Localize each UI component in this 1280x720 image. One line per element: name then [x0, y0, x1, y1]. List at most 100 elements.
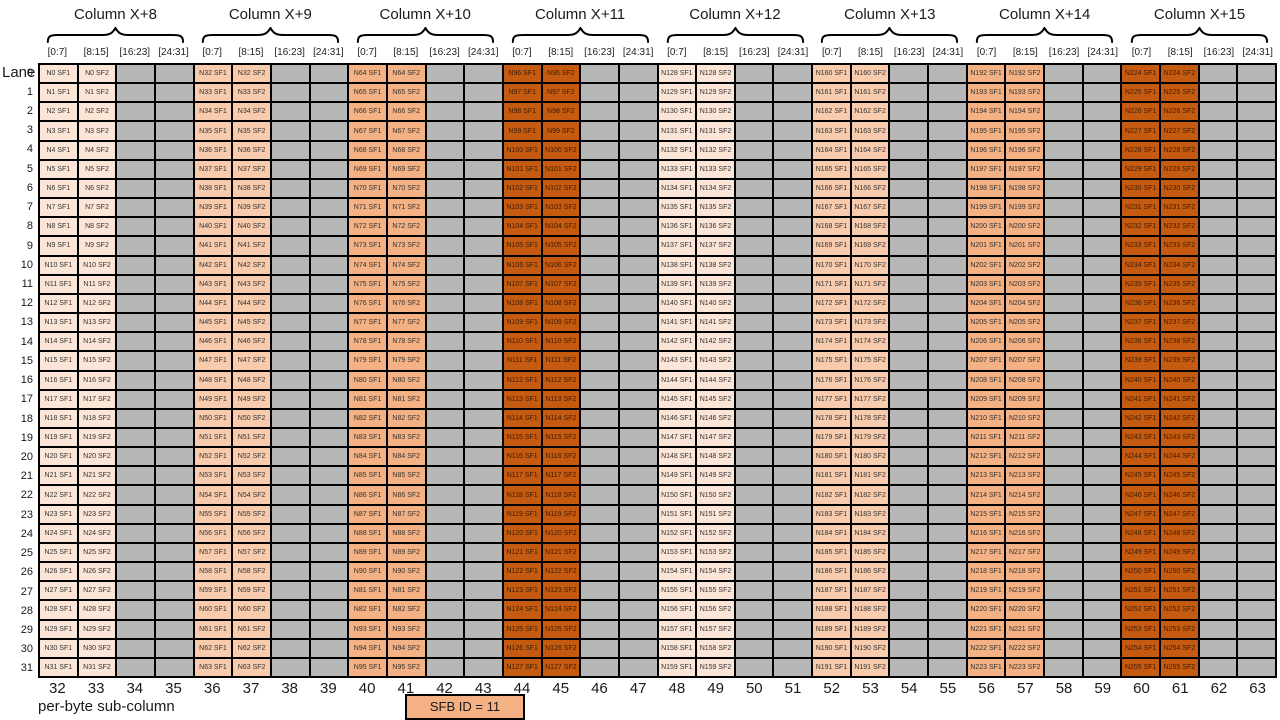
grid-cell: N212 SF2: [1006, 448, 1044, 466]
grid-cell-empty: [271, 160, 309, 178]
grid-cell-empty: [890, 333, 928, 351]
grid-cell-empty: [1238, 237, 1275, 255]
grid-cell: N114 SF1: [503, 409, 541, 427]
grid-cell: N41 SF1: [194, 237, 232, 255]
grid-cell-empty: [465, 122, 502, 140]
column-group: Column X+12 [0:7] [8:15] [16:23] [24:31]: [658, 0, 813, 62]
grid-cell-empty: [426, 179, 464, 198]
grid-cell: N199 SF2: [1006, 199, 1044, 217]
grid-cell: N10 SF1: [40, 256, 77, 274]
grid-cell: N47 SF2: [233, 352, 270, 370]
grid-cell-empty: [1045, 390, 1082, 408]
grid-cell: N51 SF1: [194, 428, 232, 447]
grid-cell-empty: [117, 199, 154, 217]
grid-cell-empty: [465, 524, 502, 542]
grid-cell-empty: [1238, 141, 1275, 159]
grid-cell-empty: [1045, 371, 1082, 389]
grid-cell: N94 SF2: [387, 639, 425, 657]
grid-cell: N78 SF2: [387, 333, 425, 351]
grid-cell-empty: [1238, 179, 1275, 198]
grid-cell: N130 SF1: [658, 103, 696, 121]
grid-cell-empty: [426, 639, 464, 657]
grid-cell-empty: [271, 448, 309, 466]
grid-cell: N95 SF2: [387, 658, 425, 676]
grid-cell: N162 SF1: [813, 103, 850, 121]
grid-cell: N222 SF2: [1006, 639, 1044, 657]
grid-cell-empty: [619, 103, 657, 121]
grid-cell: N50 SF1: [194, 409, 232, 427]
grid-cell: N29 SF2: [78, 620, 116, 638]
grid-cell-empty: [619, 371, 657, 389]
grid-cell-empty: [155, 84, 193, 102]
grid-cell-empty: [465, 371, 502, 389]
grid-cell: N247 SF1: [1122, 505, 1160, 523]
byte-number: 39: [320, 680, 337, 697]
bit-range-label: [24:31]: [1087, 47, 1119, 58]
grid-cell-empty: [1199, 179, 1237, 198]
grid-cell-empty: [774, 294, 812, 313]
grid-cell: N221 SF2: [1006, 620, 1044, 638]
grid-cell-empty: [1045, 237, 1082, 255]
grid-cell-empty: [929, 371, 966, 389]
grid-cell: N236 SF1: [1122, 294, 1160, 313]
grid-cell: N228 SF2: [1161, 141, 1198, 159]
grid-cell: N190 SF1: [813, 639, 850, 657]
grid-cell-empty: [426, 103, 464, 121]
grid-cell-empty: [1083, 84, 1121, 102]
grid-cell-empty: [1199, 237, 1237, 255]
grid-cell-empty: [155, 199, 193, 217]
grid-cell-empty: [155, 256, 193, 274]
grid-cell: N16 SF2: [78, 371, 116, 389]
grid-cell: N118 SF2: [542, 486, 580, 504]
grid-cell-empty: [426, 84, 464, 102]
grid-cell-empty: [774, 467, 812, 485]
grid-cell: N17 SF1: [40, 390, 77, 408]
grid-cell-empty: [426, 314, 464, 332]
grid-cell-empty: [735, 352, 773, 370]
grid-cell: N20 SF2: [78, 448, 116, 466]
grid-cell-empty: [117, 639, 154, 657]
grid-cell-empty: [619, 639, 657, 657]
grid-cell: N240 SF2: [1161, 371, 1198, 389]
grid-cell-empty: [155, 122, 193, 140]
grid-cell-empty: [1199, 428, 1237, 447]
grid-cell: N78 SF1: [349, 333, 386, 351]
grid-cell: N68 SF1: [349, 141, 386, 159]
byte-number: 43: [474, 680, 492, 697]
grid-cell-empty: [890, 524, 928, 542]
grid-cell: N76 SF2: [387, 294, 425, 313]
grid-cell: N225 SF1: [1122, 84, 1160, 102]
grid-cell-empty: [426, 467, 464, 485]
grid-cell: N146 SF1: [658, 409, 696, 427]
grid-cell: N62 SF1: [194, 639, 232, 657]
grid-cell-empty: [1045, 333, 1082, 351]
lane-number: 7: [26, 201, 33, 214]
grid-cell: N200 SF2: [1006, 218, 1044, 236]
grid-cell-empty: [619, 256, 657, 274]
grid-cell: N141 SF2: [697, 314, 734, 332]
grid-cell: N6 SF2: [78, 179, 116, 198]
grid-cell: N135 SF1: [658, 199, 696, 217]
grid-cell-empty: [426, 275, 464, 293]
grid-cell-empty: [310, 333, 348, 351]
grid-cell: N79 SF2: [387, 352, 425, 370]
grid-cell-empty: [155, 639, 193, 657]
grid-cell-empty: [735, 409, 773, 427]
lane-number: 17: [20, 393, 33, 406]
grid-cell: N122 SF2: [542, 563, 580, 581]
grid-cell: N181 SF1: [813, 467, 850, 485]
grid-cell-empty: [155, 543, 193, 562]
grid-cell: N169 SF1: [813, 237, 850, 255]
grid-cell: N214 SF2: [1006, 486, 1044, 504]
grid-cell-empty: [426, 237, 464, 255]
grid-cell: N35 SF2: [233, 122, 270, 140]
grid-cell: N150 SF2: [697, 486, 734, 504]
bit-range-label: [0:7]: [976, 47, 997, 58]
grid-cell-empty: [619, 314, 657, 332]
grid-cell: N166 SF1: [813, 179, 850, 198]
grid-cell: N156 SF2: [697, 601, 734, 619]
grid-cell-empty: [155, 658, 193, 676]
grid-cell-empty: [310, 524, 348, 542]
grid-cell-empty: [1199, 409, 1237, 427]
grid-cell-empty: [890, 486, 928, 504]
